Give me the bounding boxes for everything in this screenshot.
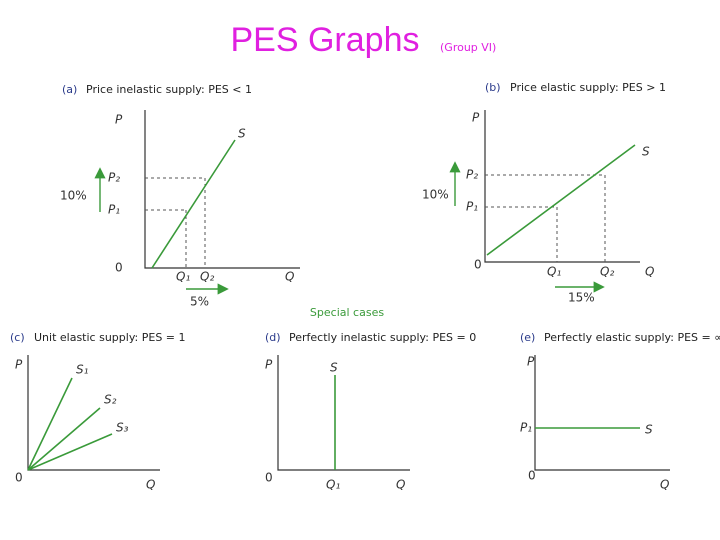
origin: 0	[528, 469, 536, 483]
panel-label: (c)	[10, 331, 25, 344]
curve-label: S	[645, 423, 653, 437]
change-label: 5%	[190, 295, 209, 309]
panel-label: (b)	[485, 81, 501, 94]
quantity-label: Q₁	[326, 478, 340, 492]
title: PES Graphs	[231, 21, 420, 59]
change-label: 10%	[422, 188, 449, 202]
panel-b: (b) Price elastic supply: PES > 1 P S P₂…	[422, 81, 666, 305]
axis-label: P	[472, 111, 480, 125]
axes	[144, 110, 300, 269]
curve-label: S	[238, 127, 246, 141]
axis-label: P	[265, 358, 273, 372]
panel-a: (a) Price inelastic supply: PES < 1 P S …	[60, 83, 300, 309]
axis-label: Q	[146, 478, 155, 492]
subtitle: (Group VI)	[440, 41, 496, 54]
panel-label: (e)	[520, 331, 535, 344]
price-label: P₂	[108, 171, 120, 185]
panel-e: (e) Perfectly elastic supply: PES = ∞ P …	[520, 331, 720, 492]
price-label: P₁	[520, 421, 532, 435]
curve-label: S	[330, 361, 338, 375]
supply-curve	[27, 433, 113, 471]
origin: 0	[115, 261, 123, 275]
change-label: 15%	[568, 291, 595, 305]
price-label: P₁	[108, 203, 120, 217]
quantity-label: Q₂	[600, 265, 614, 279]
panel-c: (c) Unit elastic supply: PES = 1 P S₁ S₂…	[10, 331, 186, 492]
panel-caption: Perfectly elastic supply: PES = ∞	[544, 331, 720, 344]
axes	[534, 355, 670, 471]
panel-caption: Perfectly inelastic supply: PES = 0	[289, 331, 476, 344]
price-label: P₂	[466, 168, 478, 182]
supply-curve	[27, 407, 101, 471]
panel-caption: Price elastic supply: PES > 1	[510, 81, 666, 94]
panel-caption: Price inelastic supply: PES < 1	[86, 83, 252, 96]
supply-curve	[486, 144, 636, 256]
axes	[277, 355, 410, 471]
quantity-label: Q₁	[547, 265, 561, 279]
curve-label: S₂	[104, 393, 117, 407]
axis-label: Q	[660, 478, 669, 492]
section-label: Special cases	[310, 306, 384, 319]
axes	[484, 110, 640, 263]
panel-d: (d) Perfectly inelastic supply: PES = 0 …	[265, 331, 476, 492]
panel-label: (d)	[265, 331, 281, 344]
axis-label: Q	[396, 478, 405, 492]
curve-label: S	[642, 145, 650, 159]
quantity-label: Q₂	[200, 270, 214, 284]
axis-label: Q	[645, 265, 654, 279]
curve-label: S₁	[76, 363, 89, 377]
axis-label: P	[527, 355, 535, 369]
origin: 0	[15, 471, 23, 485]
price-label: P₁	[466, 200, 478, 214]
supply-curve	[27, 377, 73, 471]
axis-label: P	[15, 358, 23, 372]
quantity-label: Q₁	[176, 270, 190, 284]
change-label: 10%	[60, 189, 87, 203]
axis-label: P	[115, 113, 123, 127]
axis-label: Q	[285, 270, 294, 284]
panel-caption: Unit elastic supply: PES = 1	[34, 331, 186, 344]
curve-label: S₃	[116, 421, 129, 435]
panel-label: (a)	[62, 83, 77, 96]
origin: 0	[265, 471, 273, 485]
supply-curve	[151, 139, 236, 269]
origin: 0	[474, 258, 482, 272]
